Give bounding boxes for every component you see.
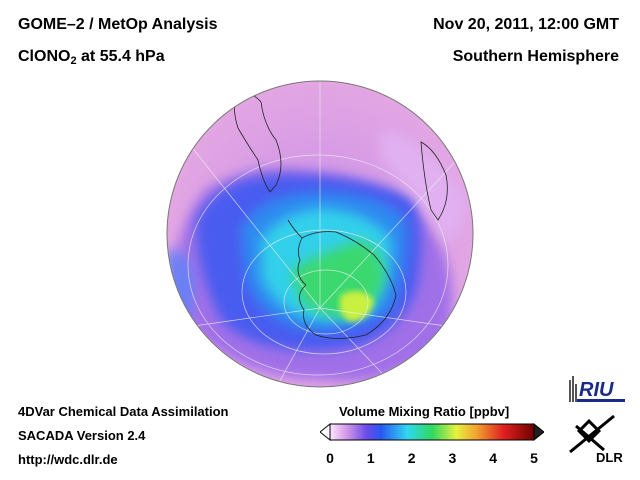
riu-logo: RIU [567,372,627,406]
pressure-level: at 55.4 hPa [76,48,165,65]
globe-outline [166,80,474,388]
south-america-coast [234,92,282,193]
analysis-datetime: Nov 20, 2011, 12:00 GMT [433,16,619,33]
colorbar-low-arrow [320,422,331,442]
dlr-logo-text: DLR [596,450,623,465]
colorbar-tick-1: 1 [366,450,375,466]
footer-version: SACADA Version 2.4 [18,428,146,443]
colorbar-high-arrow [533,422,544,442]
antarctica-coast [297,231,397,339]
riu-logo-mark: RIU [569,376,625,402]
colorbar [320,422,544,442]
colorbar-tick-0: 0 [326,450,334,466]
colorbar-gradient [329,423,535,441]
dlr-logo-icon [569,414,615,454]
map-title: GOME–2 / MetOp Analysis [18,16,218,33]
colorbar-tick-3: 3 [448,450,457,466]
species-name: ClONO [18,48,71,65]
ozone-field [167,81,473,387]
colorbar-tick-4: 4 [489,450,498,466]
pink-region [381,130,466,245]
antarctic-peninsula [287,219,303,239]
island-coast [190,119,199,126]
species-subscript: 2 [70,55,77,67]
colorbar-title: Volume Mixing Ratio [ppbv] [339,404,510,419]
riu-logo-text: RIU [579,379,614,401]
species-label: ClONO2 at 55.4 hPa [18,47,165,67]
colorbar-tick-5: 5 [530,450,538,466]
hemisphere-label: Southern Hemisphere [452,48,619,65]
globe-map [166,80,474,388]
africa-coast [420,141,448,221]
footer-url[interactable]: http://wdc.dlr.de [18,452,118,467]
colorbar-tick-2: 2 [407,450,416,466]
footer-system: 4DVar Chemical Data Assimilation [18,404,229,419]
